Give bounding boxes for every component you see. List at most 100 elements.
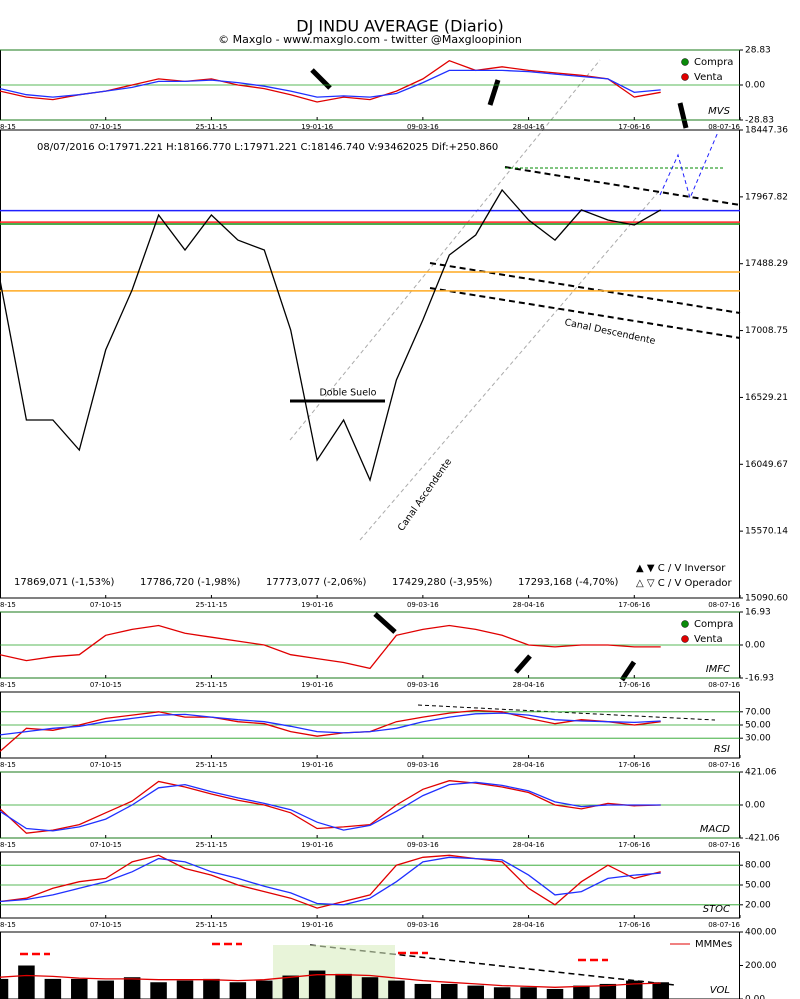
level-label: 17293,168 (-4,70%) — [518, 577, 619, 588]
annotation: Canal Ascendente — [396, 457, 454, 534]
x-tick-label: 09-03-16 — [407, 123, 439, 131]
x-tick-label: 08-07-16 — [708, 921, 740, 929]
volume-arrows — [20, 942, 608, 962]
volume-bar — [308, 970, 326, 999]
volume-bar — [176, 980, 194, 999]
x-tick-label: 17-06-16 — [618, 601, 650, 609]
series-line — [0, 780, 661, 834]
volume-bar — [388, 980, 405, 999]
x-tick-label: 25-11-15 — [196, 601, 228, 609]
legend-label: Compra — [694, 57, 733, 68]
x-tick-label: 8-15 — [0, 841, 16, 849]
volume-bar — [0, 978, 9, 999]
volume-bar — [652, 982, 669, 999]
legend-label: Venta — [694, 72, 723, 83]
panel-label: MACD — [700, 824, 730, 835]
legend-text: ▲ ▼ C / V Inversor — [636, 563, 726, 574]
series-line — [0, 59, 661, 103]
y-tick-label: 50.00 — [745, 721, 771, 731]
volume-bar — [493, 987, 511, 999]
x-tick-label: 19-01-16 — [301, 921, 333, 929]
y-tick-label: 28.83 — [745, 46, 771, 56]
annotation: Doble Suelo — [319, 388, 376, 399]
series-line — [0, 974, 661, 988]
x-tick-label: 17-06-16 — [618, 761, 650, 769]
x-tick-label: 28-04-16 — [513, 601, 545, 609]
legend-label: Compra — [694, 619, 733, 630]
decorations — [20, 59, 741, 999]
x-tick-label: 07-10-15 — [90, 841, 122, 849]
x-tick-label: 07-10-15 — [90, 601, 122, 609]
y-tick-label: 16529.21 — [745, 393, 788, 403]
x-tick-label: 25-11-15 — [196, 761, 228, 769]
volume-bar — [18, 965, 35, 999]
volume-bar — [573, 985, 590, 999]
legend-marker — [681, 635, 689, 643]
y-tick-label: 0.00 — [745, 641, 765, 651]
x-tick-label: 19-01-16 — [301, 123, 333, 131]
x-tick-label: 07-10-15 — [90, 681, 122, 689]
x-tick-label: 08-07-16 — [708, 761, 740, 769]
chart-title: DJ INDU AVERAGE (Diario) — [296, 17, 504, 36]
arrow — [310, 68, 689, 682]
volume-bar — [123, 977, 141, 999]
volume-bar — [520, 987, 537, 999]
panel-label: MVS — [708, 106, 730, 117]
level-label: 17786,720 (-1,98%) — [140, 577, 241, 588]
panel-label: STOC — [703, 904, 730, 915]
legend-text: △ ▽ C / V Operador — [636, 578, 733, 589]
y-tick-label: 20.00 — [745, 900, 771, 910]
x-tick-label: 19-01-16 — [301, 601, 333, 609]
y-tick-label: -28.83 — [745, 116, 774, 126]
series-line — [0, 188, 662, 482]
x-tick-label: 17-06-16 — [618, 841, 650, 849]
x-tick-label: 28-04-16 — [513, 921, 545, 929]
volume-bar — [441, 983, 458, 999]
series-line — [0, 781, 661, 832]
projection — [659, 131, 719, 200]
x-tick-label: 25-11-15 — [196, 841, 228, 849]
y-tick-label: 15570.14 — [745, 527, 788, 537]
channel-line — [429, 287, 741, 339]
panel-label: VOL — [710, 985, 730, 996]
x-tick-label: 8-15 — [0, 921, 16, 929]
series-line — [0, 624, 661, 670]
chart-subtitle: © Maxglo - www.maxglo.com - twitter @Max… — [218, 33, 522, 46]
x-tick-label: 17-06-16 — [618, 921, 650, 929]
volume-bar — [229, 982, 247, 999]
panel-frame — [0, 931, 740, 999]
x-tick-label: 08-07-16 — [708, 601, 740, 609]
channel-line — [289, 59, 601, 441]
x-tick-label: 8-15 — [0, 681, 16, 689]
volume-bar — [44, 978, 62, 999]
legend-marker — [681, 73, 689, 81]
channel-line — [504, 166, 741, 206]
y-tick-label: 0.00 — [745, 81, 765, 91]
volume-bar — [599, 983, 617, 999]
volume-bar — [414, 983, 432, 999]
x-tick-label: 25-11-15 — [196, 681, 228, 689]
x-tick-label: 07-10-15 — [90, 123, 122, 131]
series-line — [0, 709, 661, 752]
y-tick-label: 0.00 — [745, 995, 765, 999]
x-tick-label: 08-07-16 — [708, 681, 740, 689]
y-tick-label: 400.00 — [745, 928, 777, 938]
x-tick-label: 09-03-16 — [407, 761, 439, 769]
x-tick-label: 28-04-16 — [513, 841, 545, 849]
x-tick-label: 8-15 — [0, 601, 16, 609]
x-tick-label: 09-03-16 — [407, 601, 439, 609]
volume-bar — [335, 973, 352, 999]
panel-label: IMFC — [706, 664, 730, 675]
y-tick-label: 0.00 — [745, 801, 765, 811]
x-tick-label: 25-11-15 — [196, 921, 228, 929]
x-tick-label: 19-01-16 — [301, 841, 333, 849]
x-tick-label: 19-01-16 — [301, 761, 333, 769]
y-tick-label: 16049.67 — [745, 460, 788, 470]
y-tick-label: 200.00 — [745, 961, 777, 971]
volume-bar — [97, 980, 114, 999]
y-tick-label: 30.00 — [745, 734, 771, 744]
volume-bar — [546, 988, 564, 999]
x-tick-label: 17-06-16 — [618, 681, 650, 689]
x-tick-label: 07-10-15 — [90, 761, 122, 769]
